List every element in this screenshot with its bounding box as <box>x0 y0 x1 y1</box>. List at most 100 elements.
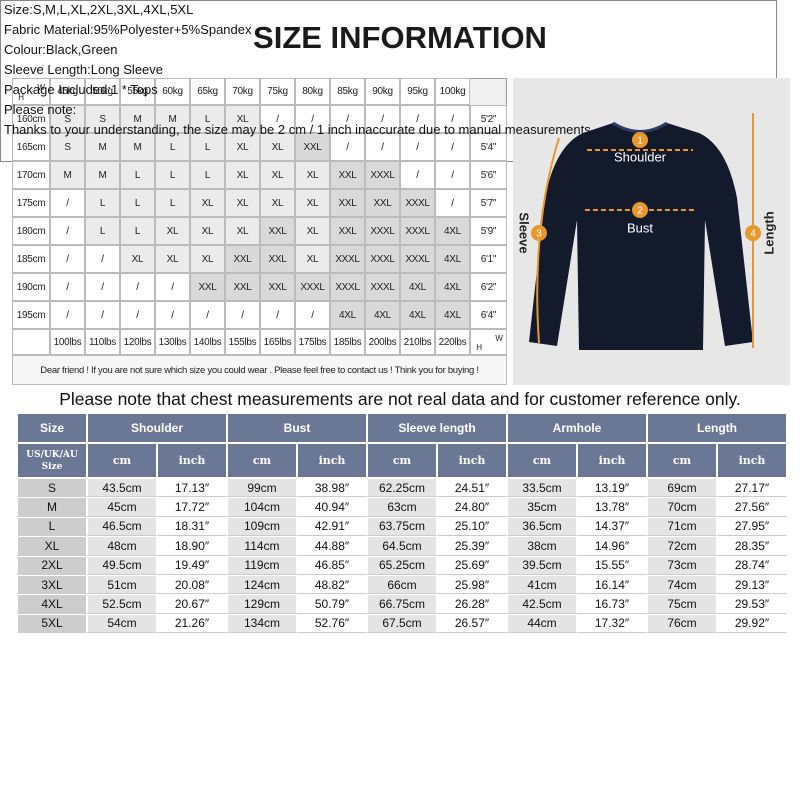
weight-header: 75kg <box>260 78 295 105</box>
size-cell: XXL <box>260 217 295 245</box>
measure-cell: 21.26″ <box>157 613 227 634</box>
size-cell: L <box>17 516 87 537</box>
measure-cell: 39.5cm <box>507 555 577 575</box>
lbs-label: 110lbs <box>85 329 120 355</box>
measure-cell: 43.5cm <box>87 478 157 498</box>
size-cell: XXL <box>330 217 365 245</box>
size-cell: XXXL <box>330 245 365 273</box>
size-cell: L <box>120 161 155 189</box>
size-cell: / <box>435 161 470 189</box>
inch-label: 5'4" <box>470 133 507 161</box>
weight-header: 70kg <box>225 78 260 105</box>
info-line: Sleeve Length:Long Sleeve <box>4 62 164 77</box>
size-cell: XL <box>120 245 155 273</box>
weight-header: 60kg <box>155 78 190 105</box>
measure-cell: 44.88″ <box>297 536 367 556</box>
size-cell: M <box>17 497 87 517</box>
inch-label: 5'6" <box>470 161 507 189</box>
size-cell: XXXL <box>400 217 435 245</box>
measure-cell: 29.53″ <box>717 594 787 614</box>
measure-cell: 70cm <box>647 497 717 517</box>
size-cell: 3XL <box>17 575 87 595</box>
measure-cell: 63.75cm <box>367 516 437 537</box>
marker <box>632 132 648 148</box>
measure-cell: 29.13″ <box>717 575 787 595</box>
marker <box>632 202 648 218</box>
measure-cell: 25.10″ <box>437 516 507 537</box>
size-cell: 4XL <box>365 301 400 329</box>
size-cell: XL <box>190 245 225 273</box>
diagram-label: Sleeve <box>517 212 532 253</box>
size-cell: XL <box>295 217 330 245</box>
measure-cell: 41cm <box>507 575 577 595</box>
size-cell: / <box>295 105 330 133</box>
measure-cell: 99cm <box>227 478 297 498</box>
size-cell: / <box>85 273 120 301</box>
measure-cell: 124cm <box>227 575 297 595</box>
measure-cell: 42.91″ <box>297 516 367 537</box>
measure-cell: 73cm <box>647 555 717 575</box>
info-line: Thanks to your understanding, the size m… <box>4 122 595 137</box>
size-cell: 4XL <box>435 245 470 273</box>
lbs-label: 140lbs <box>190 329 225 355</box>
lbs-label: 130lbs <box>155 329 190 355</box>
size-cell: / <box>260 301 295 329</box>
table-header: Shoulder <box>87 413 227 443</box>
measure-cell: 20.67″ <box>157 594 227 614</box>
size-cell: / <box>50 245 85 273</box>
size-cell: / <box>330 105 365 133</box>
height-label: 175cm <box>12 189 50 217</box>
lbs-label: 185lbs <box>330 329 365 355</box>
size-cell: / <box>295 301 330 329</box>
measure-cell: 114cm <box>227 536 297 556</box>
inch-label: 5'7" <box>470 189 507 217</box>
size-cell: / <box>435 189 470 217</box>
height-label: 180cm <box>12 217 50 245</box>
diagram-label: Bust <box>627 220 653 235</box>
size-cell: XXL <box>330 189 365 217</box>
size-subheader-line: US/UK/AU <box>26 449 78 460</box>
measure-cell: 28.74″ <box>717 555 787 575</box>
lbs-label: 220lbs <box>435 329 470 355</box>
table-header: Armhole <box>507 413 647 443</box>
measure-cell: 26.57″ <box>437 613 507 634</box>
measure-cell: 129cm <box>227 594 297 614</box>
size-cell: 4XL <box>17 594 87 614</box>
unit-header: cm <box>87 443 157 478</box>
measure-cell: 36.5cm <box>507 516 577 537</box>
height-label: 185cm <box>12 245 50 273</box>
weight-header: 90kg <box>365 78 400 105</box>
measure-cell: 18.90″ <box>157 536 227 556</box>
lbs-label: 120lbs <box>120 329 155 355</box>
measure-cell: 14.96″ <box>577 536 647 556</box>
size-cell: XL <box>225 217 260 245</box>
corner-label: W <box>495 333 503 343</box>
size-cell: XXL <box>225 245 260 273</box>
measure-cell: 38.98″ <box>297 478 367 498</box>
size-cell: XL <box>225 161 260 189</box>
product-diagram: 1 2 3 4 Shoulder Bust Sleeve Length <box>513 78 790 385</box>
measure-cell: 38cm <box>507 536 577 556</box>
size-cell: XXL <box>190 273 225 301</box>
size-cell: / <box>400 133 435 161</box>
size-cell: L <box>155 189 190 217</box>
sweater-drawing: 1 2 3 4 Shoulder Bust Sleeve Length <box>517 113 776 350</box>
size-cell: L <box>155 161 190 189</box>
weight-header: 65kg <box>190 78 225 105</box>
diagram-label: Shoulder <box>614 149 667 164</box>
measure-cell: 74cm <box>647 575 717 595</box>
info-line: Size:S,M,L,XL,2XL,3XL,4XL,5XL <box>4 2 194 17</box>
diagram-label: Length <box>761 211 776 254</box>
table-header: Bust <box>227 413 367 443</box>
unit-header: inch <box>437 443 507 478</box>
size-cell: / <box>50 301 85 329</box>
size-cell: M <box>85 161 120 189</box>
size-cell: XL <box>260 133 295 161</box>
measure-cell: 49.5cm <box>87 555 157 575</box>
measure-cell: 33.5cm <box>507 478 577 498</box>
measure-cell: 40.94″ <box>297 497 367 517</box>
size-cell: / <box>400 161 435 189</box>
measure-cell: 109cm <box>227 516 297 537</box>
unit-header: cm <box>367 443 437 478</box>
